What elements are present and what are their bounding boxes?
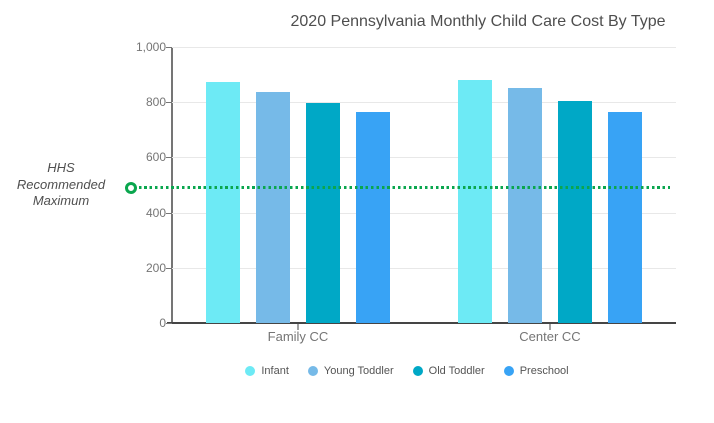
y-tick-mark — [166, 267, 172, 269]
y-tick-mark — [166, 323, 172, 324]
legend-label-preschool: Preschool — [519, 365, 569, 377]
x-axis-line — [167, 322, 676, 324]
y-axis-tick-label: 600 — [145, 150, 166, 165]
plot-area: 1,000 800 600 400 200 0 Family CC Center CC — [125, 40, 676, 344]
legend-color-swatch — [307, 366, 318, 376]
legend-item-preschool[interactable]: Preschool — [503, 365, 569, 377]
x-tick-mark — [297, 324, 299, 330]
annotation-line: Recommended — [16, 176, 106, 192]
bar-infant-center-cc[interactable] — [458, 79, 492, 323]
y-axis-tick-label: 1,000 — [135, 40, 166, 54]
y-axis-line — [171, 47, 173, 323]
bar-old-toddler-center-cc[interactable] — [558, 100, 592, 323]
y-axis-tick-label: 0 — [159, 316, 166, 330]
bar-group-family-cc — [172, 47, 424, 323]
legend-color-swatch — [412, 366, 423, 376]
bar-young-toddler-center-cc[interactable] — [508, 88, 542, 323]
y-tick-mark — [166, 47, 172, 48]
legend-color-swatch — [245, 366, 256, 376]
legend-item-young-toddler[interactable]: Young Toddler — [307, 365, 394, 377]
gridline-600 — [172, 157, 676, 159]
y-axis-tick-label: 800 — [145, 95, 166, 110]
legend-label-infant: Infant — [261, 365, 289, 377]
legend-item-old-toddler[interactable]: Old Toddler — [412, 365, 485, 377]
y-axis-tick-label: 400 — [145, 205, 166, 220]
y-tick-mark — [166, 157, 172, 159]
annotation-line: Maximum — [32, 193, 90, 208]
bar-young-toddler-family-cc[interactable] — [256, 91, 290, 323]
bar-preschool-family-cc[interactable] — [356, 111, 390, 323]
bar-old-toddler-family-cc[interactable] — [306, 102, 340, 323]
annotation-line: HHS — [47, 160, 75, 175]
reference-line — [128, 186, 670, 190]
chart-title: 2020 Pennsylvania Monthly Child Care Cos… — [290, 13, 666, 30]
x-axis-label-family-cc: Family CC — [267, 329, 329, 344]
gridline-400 — [172, 212, 676, 214]
reference-line-marker — [125, 181, 137, 194]
legend: Infant Young Toddler Old Toddler Preschool — [100, 365, 714, 377]
gridline-1,000 — [172, 47, 676, 48]
bar-group-center-cc — [424, 47, 676, 323]
legend-item-infant[interactable]: Infant — [245, 365, 289, 377]
legend-label-old-toddler: Old Toddler — [428, 365, 485, 377]
y-tick-mark — [166, 102, 172, 104]
y-axis-tick-label: 200 — [145, 260, 166, 275]
annotation-hhs-recommended-maximum: HHS Recommended Maximum — [0, 160, 122, 210]
gridline-200 — [172, 267, 676, 269]
legend-label-young-toddler: Young Toddler — [323, 365, 394, 377]
x-axis-label-center-cc: Center CC — [519, 329, 581, 344]
y-tick-mark — [166, 212, 172, 214]
bar-infant-family-cc[interactable] — [206, 82, 240, 323]
legend-color-swatch — [503, 366, 514, 376]
gridline-800 — [172, 102, 676, 104]
bar-preschool-center-cc[interactable] — [608, 111, 642, 323]
x-tick-mark — [549, 324, 551, 330]
